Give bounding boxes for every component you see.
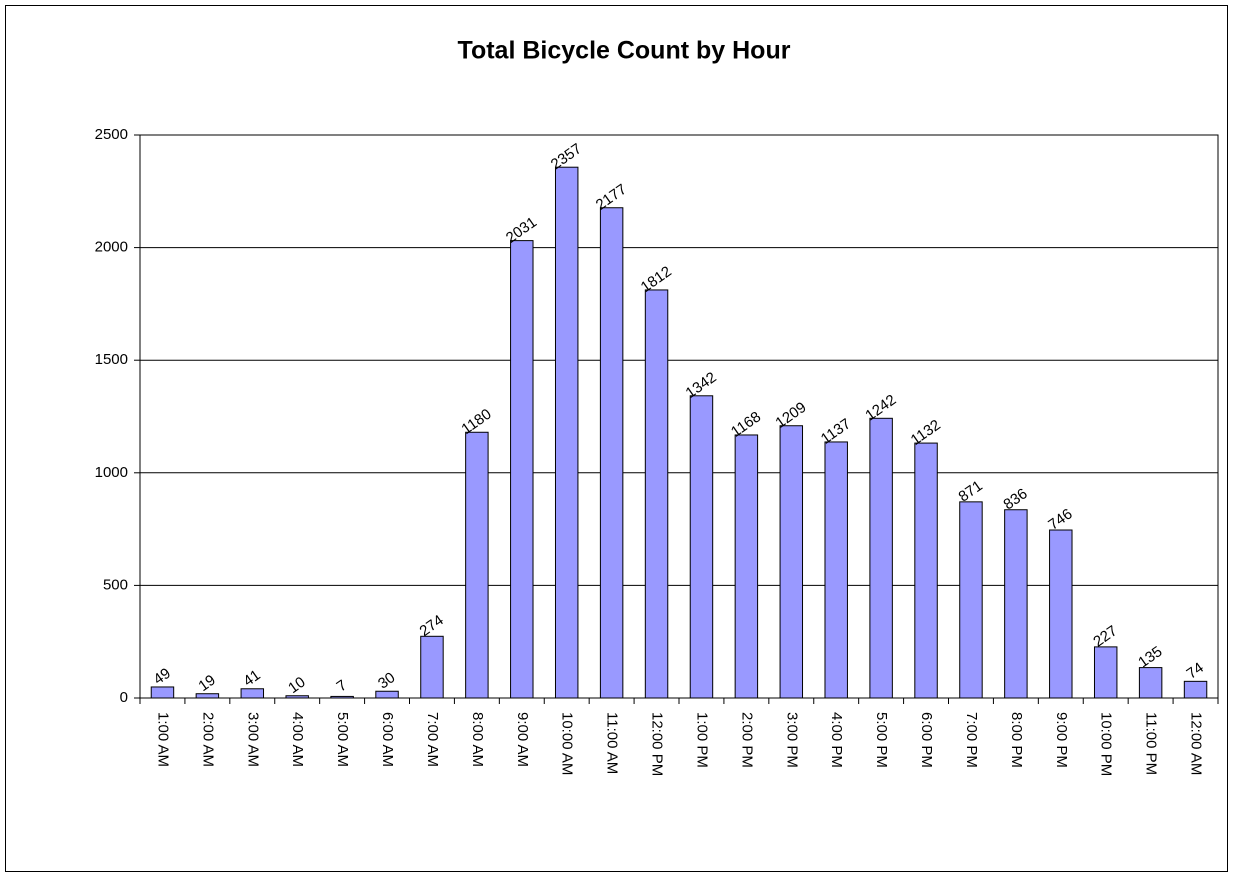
x-tick-label: 2:00 AM (199, 712, 216, 767)
x-tick-label: 10:00 AM (559, 712, 576, 775)
bar (1093, 646, 1118, 699)
value-label: 19 (195, 672, 218, 695)
bar (195, 693, 220, 699)
y-tick-label: 2000 (95, 239, 128, 256)
x-tick-label: 11:00 PM (1143, 712, 1160, 775)
x-tick-label: 9:00 PM (1053, 712, 1070, 768)
bar (824, 441, 848, 699)
value-label: 30 (375, 669, 398, 692)
y-tick-label: 500 (103, 576, 128, 593)
x-tick-label: 11:00 AM (604, 712, 621, 774)
y-tick-label: 2500 (95, 126, 128, 143)
x-tick-label: 8:00 AM (469, 712, 486, 767)
value-label: 74 (1184, 659, 1207, 682)
x-tick-label: 5:00 AM (334, 712, 351, 767)
bar (1183, 680, 1208, 699)
chart-title: Total Bicycle Count by Hour (458, 37, 791, 65)
x-tick-label: 2:00 PM (738, 712, 755, 768)
bar (420, 635, 444, 699)
x-tick-label: 12:00 AM (1188, 712, 1205, 775)
bar (734, 434, 759, 699)
x-tick-label: 1:00 PM (693, 712, 710, 768)
bar (1049, 529, 1073, 699)
bar (644, 289, 669, 699)
bar (869, 417, 893, 699)
bar (914, 442, 938, 699)
x-tick-label: 12:00 PM (649, 712, 666, 776)
bar (1004, 509, 1028, 699)
x-tick-label: 1:00 AM (154, 712, 171, 767)
bar (779, 425, 804, 699)
value-label: 41 (240, 667, 263, 690)
bar (510, 240, 534, 699)
bar (240, 688, 265, 699)
x-tick-label: 4:00 AM (289, 712, 306, 767)
x-tick-label: 3:00 PM (783, 712, 800, 768)
x-tick-label: 9:00 AM (514, 712, 531, 767)
y-tick-label: 0 (120, 689, 128, 706)
bar (554, 166, 579, 699)
bar (285, 695, 309, 699)
x-tick-label: 5:00 PM (873, 712, 890, 768)
x-tick-label: 4:00 PM (828, 712, 845, 768)
x-tick-label: 7:00 AM (424, 712, 441, 767)
value-label: 49 (150, 665, 173, 688)
bar (689, 395, 714, 699)
bar (599, 207, 624, 699)
bar (959, 501, 983, 699)
x-tick-label: 7:00 PM (963, 712, 980, 768)
x-tick-label: 6:00 PM (918, 712, 935, 768)
bar (150, 686, 175, 699)
bar (1138, 667, 1163, 699)
x-tick-label: 10:00 PM (1098, 712, 1115, 776)
value-label: 10 (285, 674, 308, 697)
y-tick-label: 1000 (95, 464, 128, 481)
bar (330, 695, 354, 699)
bar (375, 690, 399, 699)
plot-area (139, 134, 1219, 699)
x-tick-label: 6:00 AM (379, 712, 396, 767)
x-tick-label: 8:00 PM (1008, 712, 1025, 768)
bar (465, 431, 489, 699)
x-tick-label: 3:00 AM (244, 712, 261, 767)
y-tick-label: 1500 (95, 351, 128, 368)
